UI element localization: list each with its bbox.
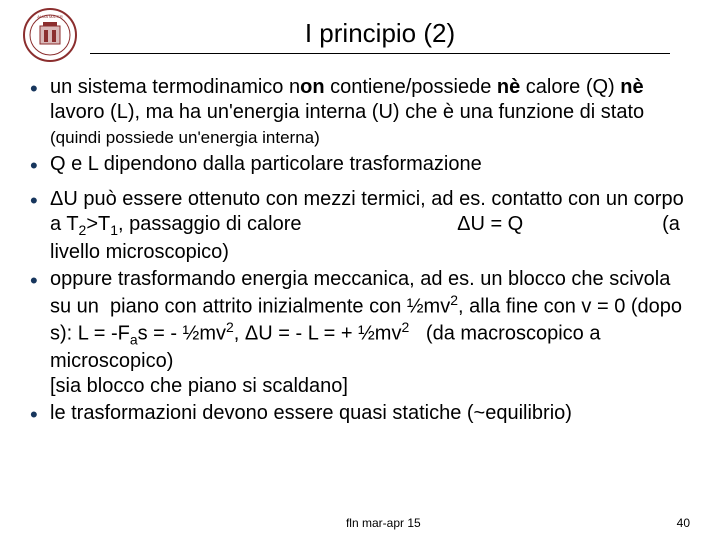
- university-seal-logo: ALMA MATER: [20, 8, 80, 63]
- bullet-item: un sistema termodinamico non contiene/po…: [28, 75, 692, 150]
- bullet-group-2: ΔU può essere ottenuto con mezzi termici…: [28, 187, 692, 426]
- footer-center-text: fln mar-apr 15: [90, 516, 677, 530]
- slide-footer: fln mar-apr 15 40: [0, 516, 720, 530]
- svg-text:ALMA MATER: ALMA MATER: [37, 14, 63, 19]
- bullet-item: Q e L dipendono dalla particolare trasfo…: [28, 152, 692, 177]
- bullet-item: ΔU può essere ottenuto con mezzi termici…: [28, 187, 692, 265]
- bullet-group-1: un sistema termodinamico non contiene/po…: [28, 75, 692, 177]
- slide-title: I principio (2): [90, 18, 670, 49]
- title-container: I principio (2): [90, 18, 670, 54]
- bullet-item: le trasformazioni devono essere quasi st…: [28, 401, 692, 426]
- slide-content: un sistema termodinamico non contiene/po…: [0, 63, 720, 426]
- slide-header: ALMA MATER I principio (2): [0, 0, 720, 63]
- bullet-item: oppure trasformando energia meccanica, a…: [28, 267, 692, 400]
- slide-number: 40: [677, 516, 690, 530]
